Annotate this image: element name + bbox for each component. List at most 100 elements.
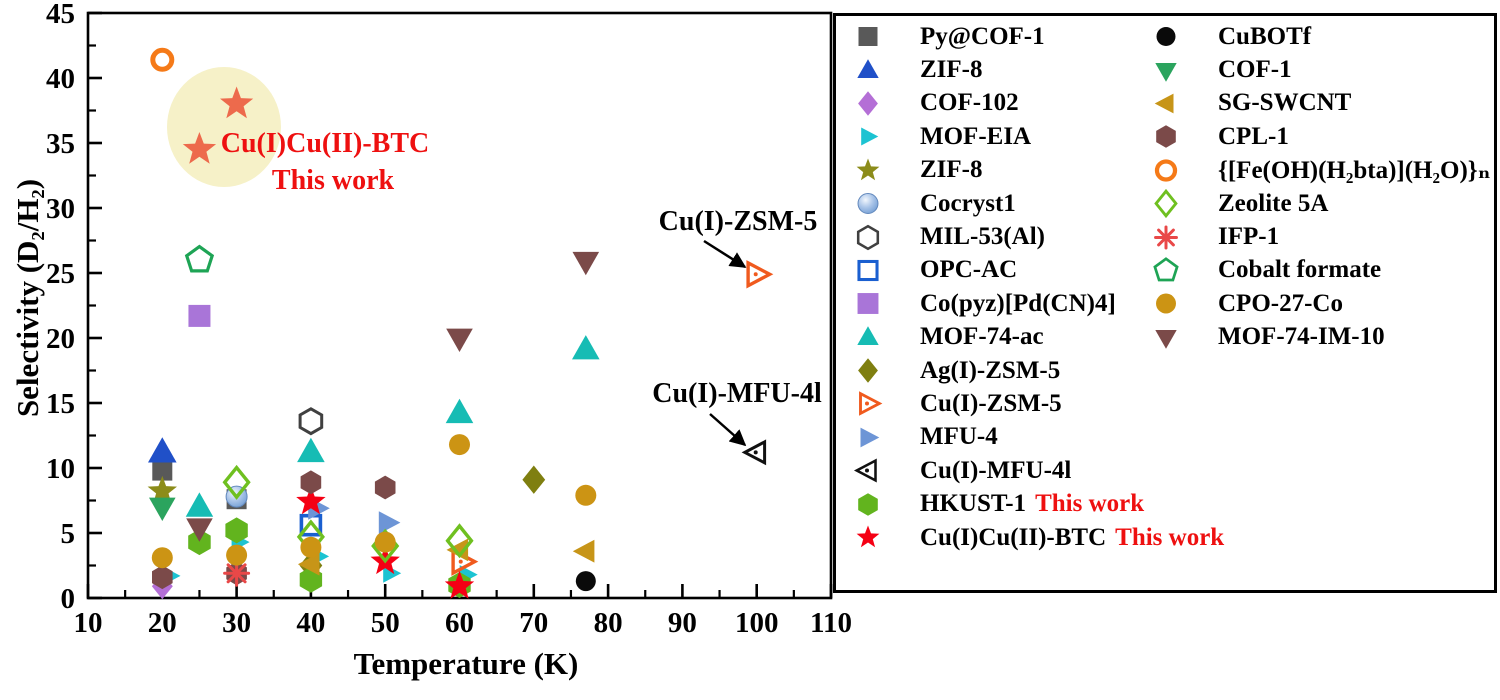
legend-item-mof-74-im-10: MOF-74-IM-10 [1148,321,1491,354]
y-axis-title: Selectivity (D₂/H₂) [10,178,45,418]
legend-item-cof-102: COF-102 [850,87,1224,120]
marker-sg-swcnt [446,538,469,562]
mof-74-ac-icon [857,325,879,345]
y-tick-label: 0 [61,583,76,615]
mil-53-al-icon [856,224,880,250]
py-cof-1-glyph [858,27,878,47]
legend-item-cu-i-mfu-4l: Cu(I)-MFU-4l [850,454,1224,487]
opc-ac-icon [857,259,879,281]
legend-label: {[Fe(OH)(H₂bta)](H₂O)}ₙ [1218,157,1491,185]
legend-item-cpo-27-co: CPO-27-Co [1148,287,1491,320]
mof-74-im-10-glyph [1155,329,1177,349]
y-tick-label: 25 [46,258,75,290]
marker-sg-swcnt [572,539,595,563]
marker-mof-74-ac [185,492,214,517]
x-tick-label: 70 [519,607,548,639]
marker-cu-i-mfu-4l [741,439,767,466]
legend-item-py-cof-1: Py@COF-1 [850,20,1224,53]
cobalt-formate-icon [1153,257,1179,282]
x-tick-label: 90 [668,607,697,639]
zeolite-5a-icon [1154,189,1178,219]
marker-py-cof-1 [152,460,173,481]
legend-label: Cu(I)Cu(II)-BTC [920,523,1107,551]
marker-ag-i-zsm-5 [522,465,546,494]
legend-label: ZIF-8 [920,156,983,184]
mof-eia-icon [861,127,879,146]
legend-item-cubotf: CuBOTf [1148,20,1491,53]
cu-i-mfu-4l-icon [853,458,877,483]
cpo-27-co-icon [1156,293,1176,314]
x-tick-label: 110 [810,607,852,639]
mfu-4-glyph [860,427,880,448]
zif-8-glyph [857,58,879,78]
co-pyz-pd-cn-4-glyph [857,293,879,315]
cubotf-glyph [1156,27,1176,47]
y-tick-label: 35 [46,128,75,160]
marker-cof-1 [149,497,176,521]
marker-mof-74-ac [445,398,474,424]
annotation-cu-zsm5: Cu(I)-ZSM-5 [658,206,818,237]
cobalt-formate-glyph [1153,257,1179,282]
x-tick-label: 30 [222,607,251,639]
co-pyz-pd-cn-4-icon [857,293,879,315]
x-tick-label: 10 [74,607,103,639]
legend-label: OPC-AC [920,256,1018,284]
cocryst1-icon [857,193,879,215]
cof-1-icon [1155,62,1177,82]
legend-label: Py@COF-1 [920,22,1045,50]
legend-label: CPL-1 [1218,122,1289,150]
marker-mof-74-ac [297,437,325,463]
marker-cpl-1 [152,565,173,590]
marker-cpo-27-co [300,536,322,558]
y-tick-label: 5 [61,518,76,550]
legend-label: Co(pyz)[Pd(CN)4] [920,289,1116,317]
x-tick-label: 40 [296,607,325,639]
marker-hkust-1 [188,529,211,556]
sg-swcnt-glyph [1154,93,1174,114]
legend-label: Cobalt formate [1218,256,1382,284]
legend-label: MOF-74-IM-10 [1218,323,1385,351]
marker-cu-i-cu-ii-btc [296,486,326,515]
legend-label: Cu(I)-ZSM-5 [920,389,1062,417]
sg-swcnt-icon [1154,93,1174,114]
marker-zif-8 [148,437,177,463]
legend-label: MOF-EIA [920,122,1032,150]
legend-this-work-tag: This work [1035,490,1145,518]
mil-53-al-glyph [856,224,880,250]
zif-8-icon [857,58,879,78]
marker-mof-74-im-10 [446,328,473,352]
fe-oh-h-bta-h-o-icon [1154,159,1178,182]
legend-label: MFU-4 [920,423,998,451]
legend-label: HKUST-1 [920,490,1027,518]
x-tick-label: 60 [445,607,474,639]
marker-cobalt-formate [184,244,215,273]
cu-i-mfu-4l-glyph [853,458,877,483]
marker-cpo-27-co [449,434,470,456]
legend-label: MIL-53(Al) [920,223,1045,251]
marker-cubotf [575,571,596,592]
legend-item-opc-ac: OPC-AC [850,254,1224,287]
mfu-4-icon [860,427,880,448]
axis-ticks [86,11,833,600]
legend-label: ZIF-8 [920,56,983,84]
legend-item-mfu-4: MFU-4 [850,421,1224,454]
x-tick-label: 20 [148,607,177,639]
mof-74-im-10-icon [1155,329,1177,349]
mof-74-ac-glyph [857,325,879,345]
legend-label: Ag(I)-ZSM-5 [920,356,1061,384]
hkust-1-icon [858,492,878,516]
legend-item-mil-53-al: MIL-53(Al) [850,220,1224,253]
opc-ac-glyph [857,259,879,281]
legend-item-zif-8: ZIF-8 [850,154,1224,187]
cof-102-glyph [858,91,878,116]
legend-label: SG-SWCNT [1218,89,1352,117]
axis-tick-labels: 10 20 30 40 50 60 70 80 90 100 110 0 5 10 15 20 25 30 35 40… [46,0,852,639]
legend-item-mof-74-ac: MOF-74-ac [850,321,1224,354]
cof-102-icon [858,91,878,116]
ag-i-zsm-5-glyph [858,358,878,383]
legend-box: Py@COF-1 ZIF-8 COF-102 MOF-EIA ZIF-8 Cocryst1… [833,13,1497,593]
y-tick-label: 45 [46,0,75,30]
annotation-cu-mfu4l: Cu(I)-MFU-4l [652,378,822,409]
y-tick-label: 10 [46,453,75,485]
cpo-27-co-glyph [1156,293,1176,314]
